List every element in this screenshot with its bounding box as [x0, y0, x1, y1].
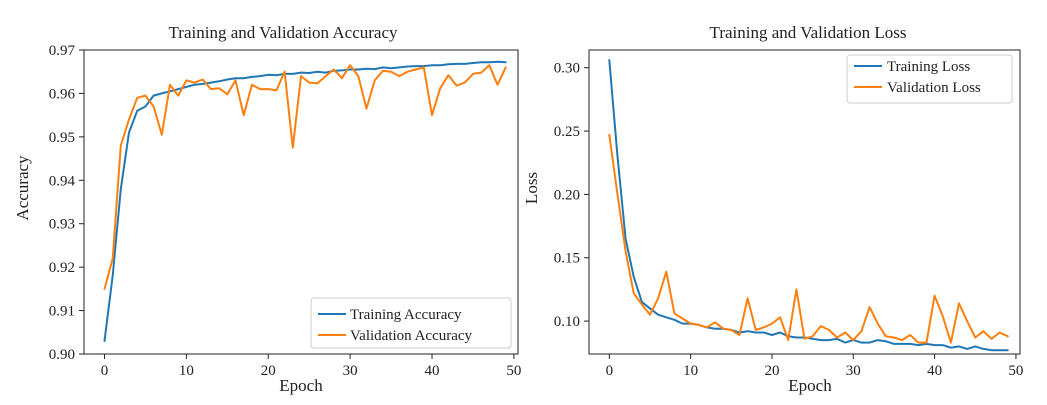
- accuracy-legend: Training Accuracy Validation Accuracy: [310, 297, 512, 349]
- loss-chart: Training and Validation Loss 0 10 20 30 40 50…: [522, 23, 1023, 395]
- accuracy-y-tick-label: 0.93: [49, 217, 75, 233]
- loss-series-validation-line: [608, 133, 1009, 344]
- loss-legend-label-validation: Validation Loss: [887, 80, 981, 96]
- loss-y-tick-label: 0.10: [554, 314, 580, 330]
- accuracy-y-ticks: 0.90 0.91 0.92 0.93 0.94 0.95 0.96 0.97: [49, 43, 84, 363]
- accuracy-y-tick-label: 0.94: [49, 173, 76, 189]
- accuracy-series-training-line: [103, 60, 507, 342]
- loss-x-tick-label: 0: [606, 363, 614, 379]
- accuracy-chart-title: Training and Validation Accuracy: [169, 23, 398, 42]
- loss-x-axis-title: Epoch: [788, 376, 832, 395]
- loss-y-tick-label: 0.20: [554, 187, 580, 203]
- accuracy-y-tick-label: 0.92: [49, 260, 75, 276]
- loss-plot-frame: [588, 49, 1021, 355]
- accuracy-y-axis-title: Accuracy: [13, 155, 32, 221]
- accuracy-y-tick-label: 0.95: [49, 130, 75, 146]
- accuracy-series-group: [103, 60, 507, 342]
- loss-x-tick-label: 10: [683, 363, 698, 379]
- accuracy-x-tick-label: 40: [425, 363, 440, 379]
- accuracy-legend-label-validation: Validation Accuracy: [350, 328, 473, 344]
- accuracy-plot-frame: [83, 49, 519, 355]
- accuracy-series-validation-line: [103, 64, 507, 290]
- accuracy-x-tick-label: 10: [179, 363, 194, 379]
- loss-chart-title: Training and Validation Loss: [710, 23, 907, 42]
- accuracy-x-axis-title: Epoch: [279, 376, 323, 395]
- loss-x-tick-label: 50: [1008, 363, 1023, 379]
- accuracy-y-tick-label: 0.90: [49, 347, 75, 363]
- accuracy-y-tick-label: 0.96: [49, 86, 76, 102]
- loss-legend: Training Loss Validation Loss: [846, 54, 1013, 104]
- loss-x-tick-label: 30: [846, 363, 861, 379]
- accuracy-legend-box: [310, 297, 512, 349]
- loss-y-tick-label: 0.15: [554, 251, 580, 267]
- accuracy-x-tick-label: 30: [343, 363, 358, 379]
- accuracy-y-tick-label: 0.91: [49, 304, 75, 320]
- loss-legend-box: [846, 54, 1013, 104]
- accuracy-x-ticks: 0 10 20 30 40 50: [101, 354, 521, 379]
- accuracy-y-tick-label: 0.97: [49, 43, 76, 59]
- loss-y-tick-label: 0.25: [554, 124, 580, 140]
- loss-legend-label-training: Training Loss: [887, 59, 970, 75]
- loss-y-ticks: 0.10 0.15 0.20 0.25 0.30: [554, 61, 589, 330]
- accuracy-legend-label-training: Training Accuracy: [350, 307, 462, 323]
- loss-y-tick-label: 0.30: [554, 61, 580, 77]
- accuracy-chart: Training and Validation Accuracy 0 10 20 30…: [13, 23, 521, 395]
- accuracy-x-tick-label: 50: [506, 363, 521, 379]
- loss-series-group: [608, 59, 1009, 352]
- loss-x-ticks: 0 10 20 30 40 50: [606, 354, 1023, 379]
- accuracy-x-tick-label: 20: [261, 363, 276, 379]
- loss-x-tick-label: 20: [764, 363, 779, 379]
- accuracy-x-tick-label: 0: [101, 363, 109, 379]
- loss-x-tick-label: 40: [927, 363, 942, 379]
- loss-y-axis-title: Loss: [522, 172, 541, 204]
